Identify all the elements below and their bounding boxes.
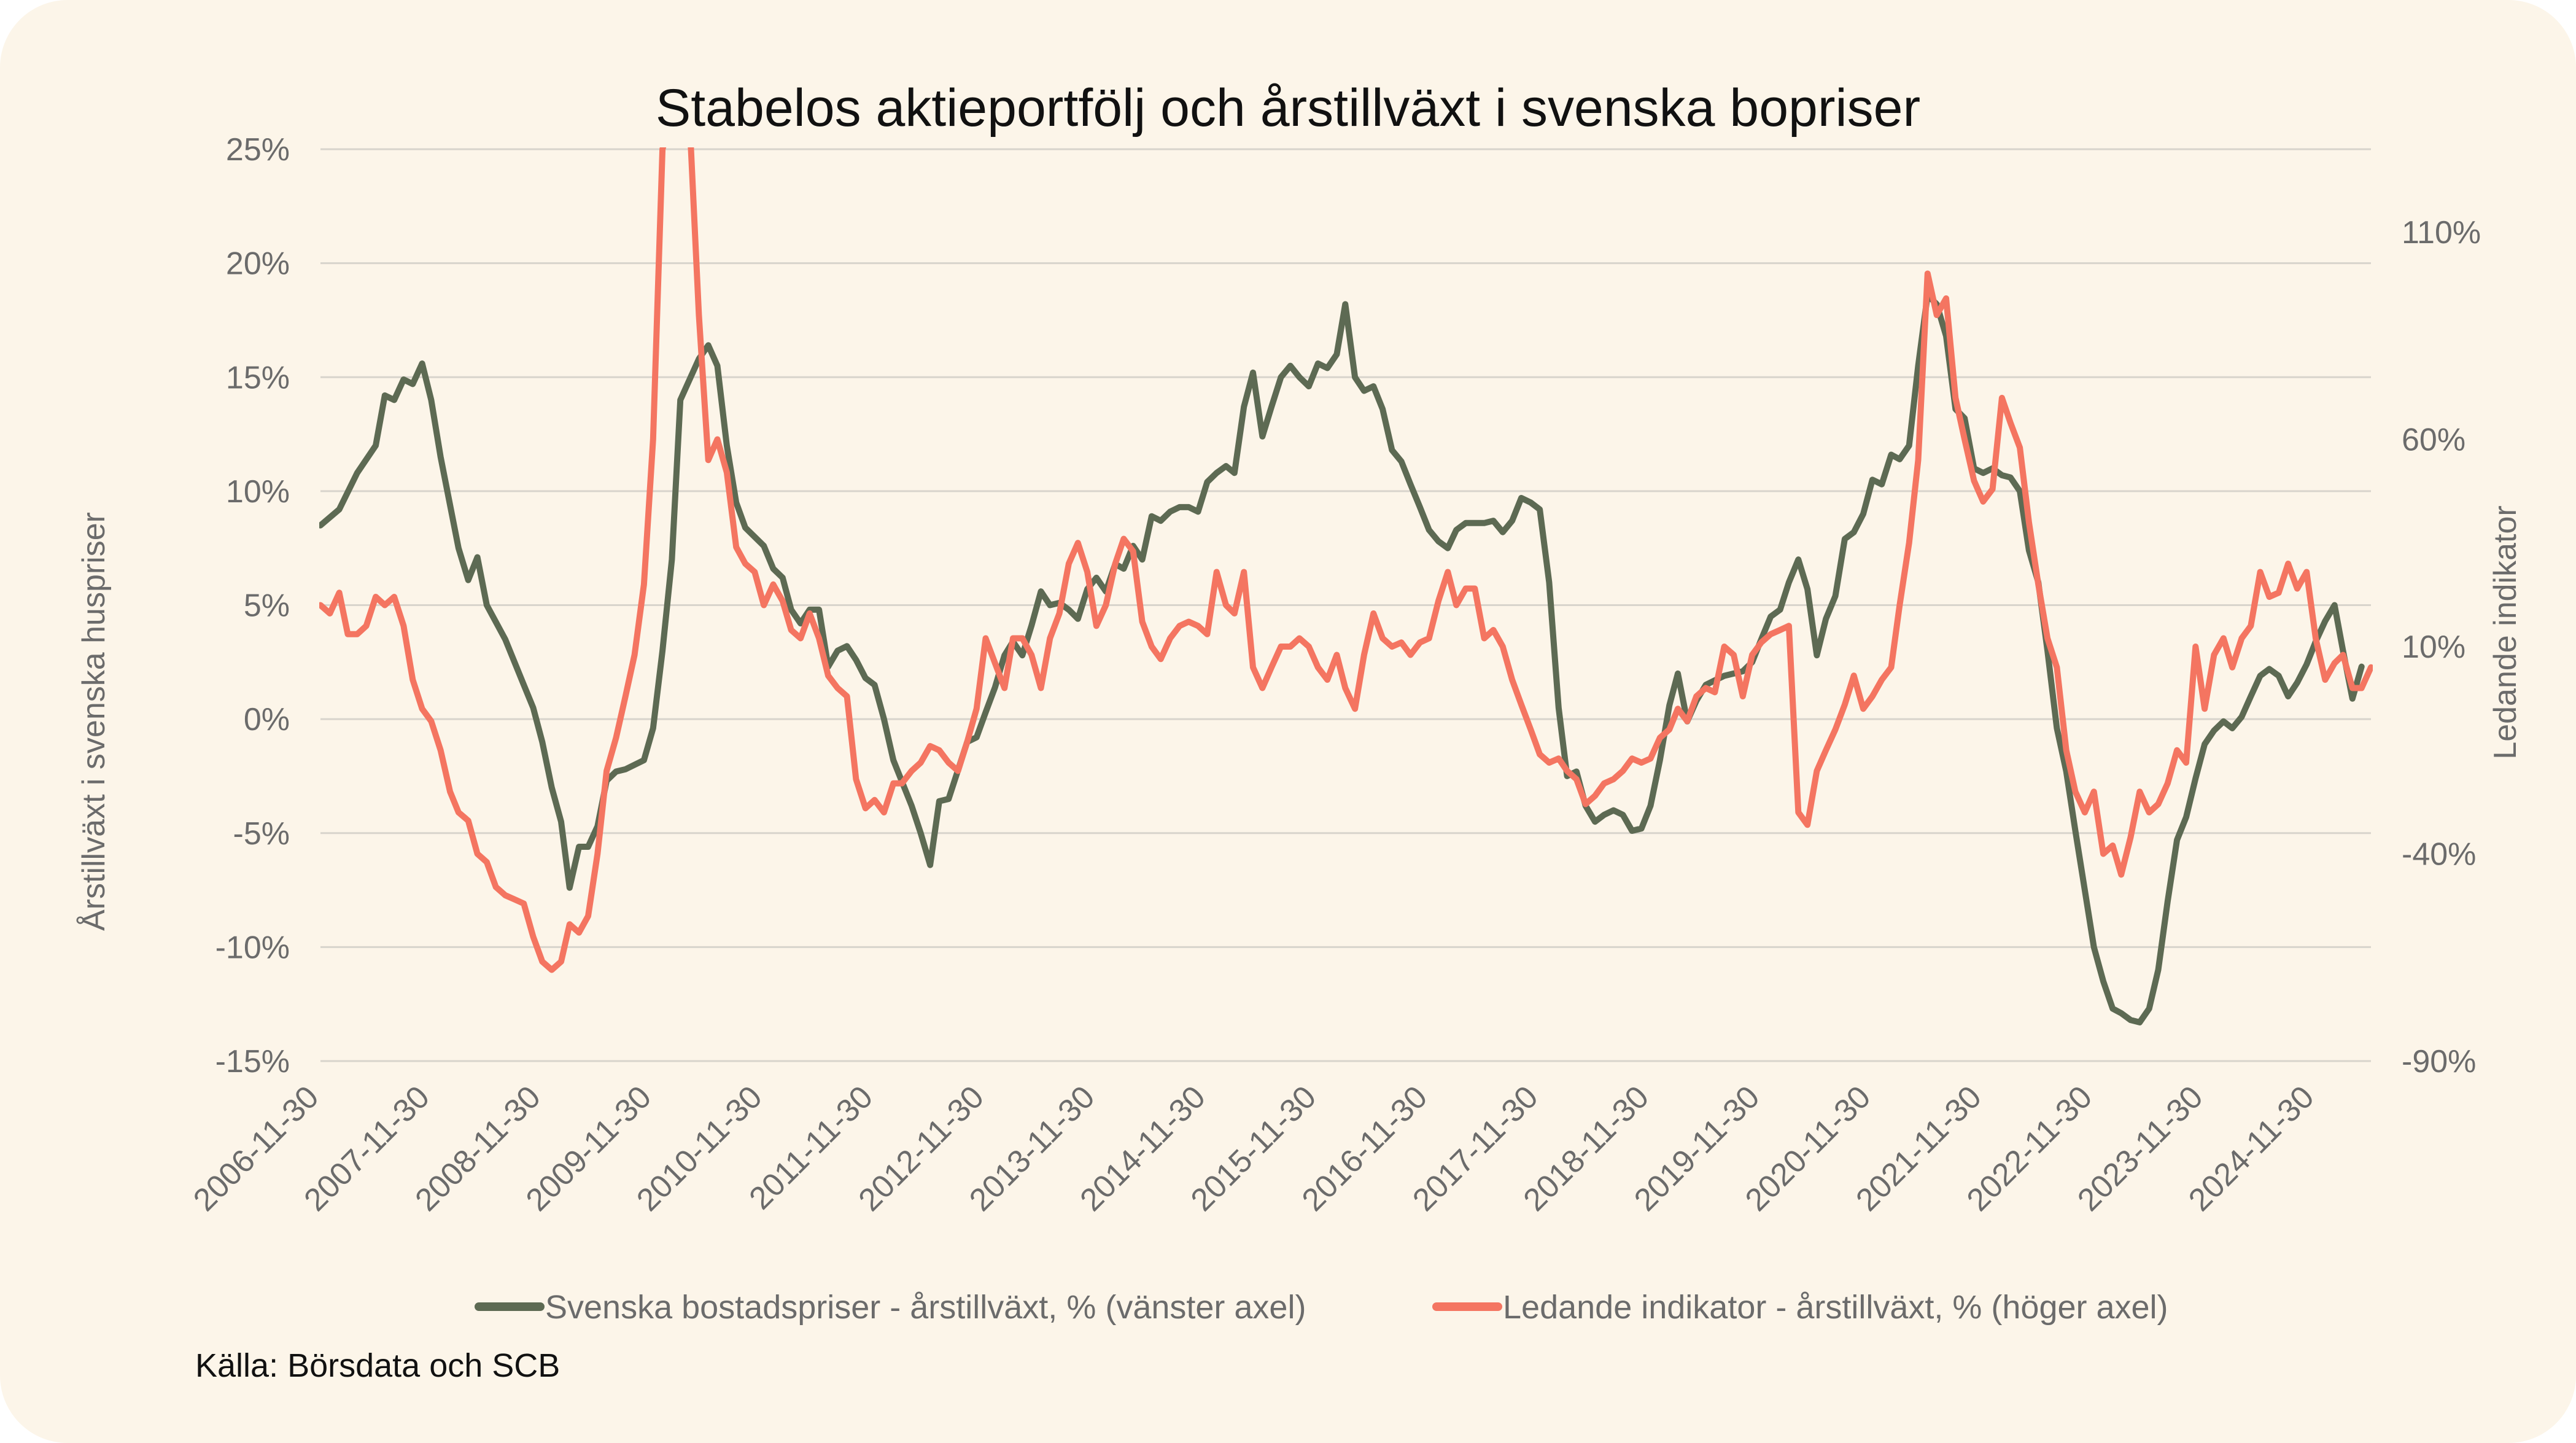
right-axis-ticks: 110% 60% 10% -40% -90% (2402, 215, 2481, 1079)
x-axis-ticks: 2006-11-302007-11-302008-11-302009-11-30… (187, 1079, 2321, 1218)
legend-label-leading-indicator: Ledande indikator - årstillväxt, % (höge… (1503, 1289, 2168, 1326)
left-tick-label: -10% (215, 930, 290, 965)
series-layer (319, 147, 2373, 1025)
left-tick-label: 10% (226, 474, 290, 510)
right-tick-label: 60% (2402, 422, 2465, 458)
chart-title: Stabelos aktieportfölj och årstillväxt i… (656, 79, 1920, 138)
legend: Svenska bostadspriser - årstillväxt, % (… (475, 1289, 2168, 1326)
source-note: Källa: Börsdata och SCB (195, 1347, 560, 1384)
left-tick-label: 0% (244, 702, 290, 737)
grid-lines (320, 148, 2371, 1062)
series-line-leading-indicator (319, 147, 2373, 973)
right-axis-title: Ledande indikator (2488, 505, 2523, 759)
left-axis-ticks: 25% 20% 15% 10% 5% 0% -5% -10% -15% (215, 132, 290, 1079)
left-tick-label: 15% (226, 360, 290, 395)
left-tick-label: -15% (215, 1044, 290, 1079)
left-tick-label: 25% (226, 132, 290, 168)
left-axis-title: Årstillväxt i svenska huspriser (76, 512, 112, 931)
right-tick-label: 10% (2402, 629, 2465, 665)
right-tick-label: -90% (2402, 1044, 2476, 1079)
legend-label-house-prices: Svenska bostadspriser - årstillväxt, % (… (545, 1289, 1306, 1326)
right-tick-label: 110% (2402, 215, 2481, 251)
left-tick-label: -5% (233, 816, 290, 852)
right-tick-label: -40% (2402, 837, 2476, 873)
left-tick-label: 20% (226, 246, 290, 282)
left-tick-label: 5% (244, 588, 290, 624)
